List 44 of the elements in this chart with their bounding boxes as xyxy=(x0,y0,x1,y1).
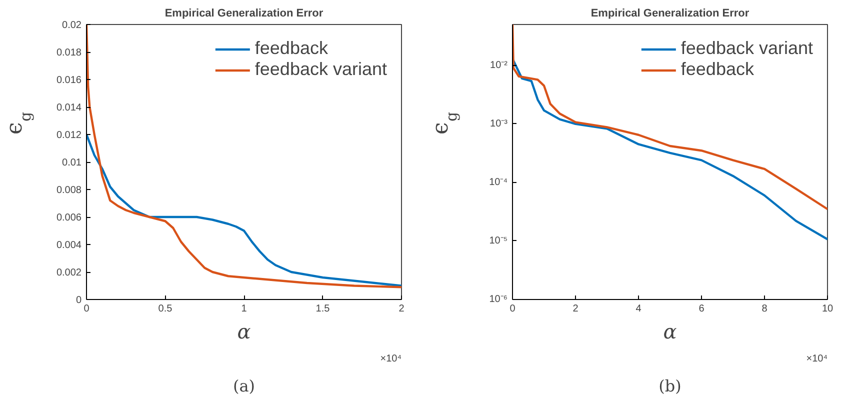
y-tick-label: 0.014 xyxy=(56,102,82,114)
x-tick-label: 1.5 xyxy=(316,304,330,314)
x-tick-label: 10 xyxy=(822,304,834,314)
y-tick-label: 10⁻⁶ xyxy=(489,294,508,305)
x-tick-label: 1 xyxy=(241,304,248,314)
chart-title: Empirical Generalization Error xyxy=(590,8,750,20)
x-tick-label: 2 xyxy=(572,304,579,314)
x-tick-label: 0 xyxy=(84,304,90,314)
line-series xyxy=(86,133,402,287)
x-tick-label: 4 xyxy=(636,304,642,314)
y-tick-label: 0.018 xyxy=(56,48,82,58)
legend-label: feedback variant xyxy=(680,38,813,59)
x-axis-title: α xyxy=(237,320,252,344)
y-tick-label: 0.016 xyxy=(56,75,82,86)
legend-label: feedback xyxy=(680,59,754,80)
x-tick-label: 0.5 xyxy=(158,304,173,314)
y-tick-label: 10⁻⁴ xyxy=(489,176,508,188)
text: ×10⁴ xyxy=(380,354,402,364)
y-tick-label: 0.002 xyxy=(56,268,82,278)
y-tick-label: 0 xyxy=(76,295,82,306)
y-tick-label: 0.004 xyxy=(56,240,82,251)
legend-label: feedback xyxy=(254,38,328,59)
text: (a) xyxy=(232,376,256,396)
legend-label: feedback variant xyxy=(254,59,387,80)
y-tick-label: 0.01 xyxy=(62,158,82,168)
y-tick-label: 0.006 xyxy=(56,212,82,224)
y-tick-label: 0.012 xyxy=(56,130,82,141)
x-tick-label: 2 xyxy=(398,304,405,314)
line-series xyxy=(512,24,828,210)
x-tick-label: 8 xyxy=(762,304,768,314)
y-tick-label: 10⁻³ xyxy=(490,118,508,130)
text: (b) xyxy=(658,376,682,396)
x-tick-label: 0 xyxy=(510,304,516,314)
y-axis-title: ϵg xyxy=(428,112,460,134)
y-tick-label: 0.02 xyxy=(62,20,82,31)
y-tick-label: 10⁻² xyxy=(490,60,508,71)
x-axis-title: α xyxy=(663,320,678,344)
y-tick-label: 10⁻⁵ xyxy=(489,235,508,246)
x-tick-label: 6 xyxy=(698,304,705,314)
line-series xyxy=(86,24,402,288)
y-tick-label: 0.008 xyxy=(56,185,82,196)
y-axis-title: ϵg xyxy=(2,112,34,134)
chart-title: Empirical Generalization Error xyxy=(164,8,324,20)
text: ×10⁴ xyxy=(806,354,828,364)
